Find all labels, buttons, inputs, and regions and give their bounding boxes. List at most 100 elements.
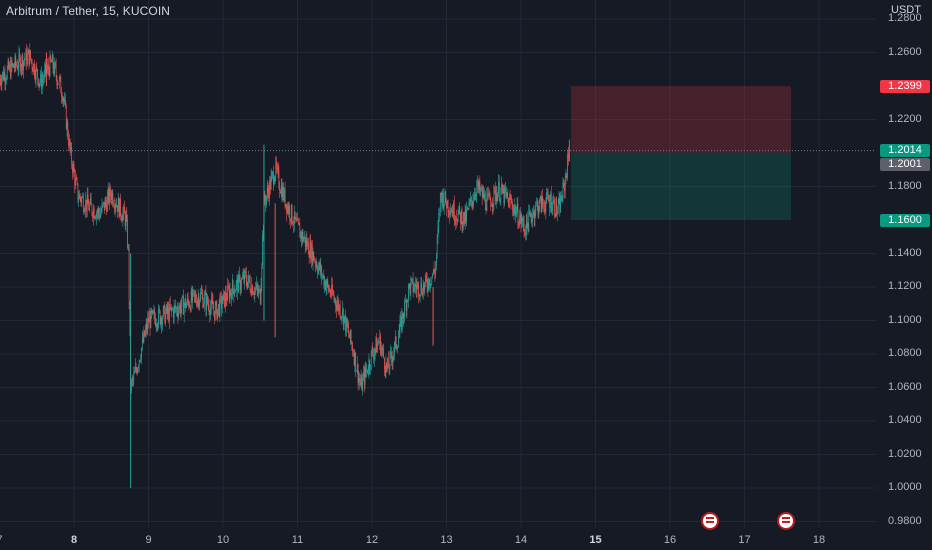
candle-body — [259, 289, 260, 290]
candle-body — [329, 289, 331, 295]
candle-body — [433, 269, 435, 273]
candle-body — [384, 368, 386, 374]
candle-body — [22, 56, 24, 71]
candle-body — [158, 308, 159, 325]
candle-body — [550, 193, 552, 211]
candle-body — [245, 273, 247, 283]
candle-body — [296, 218, 298, 222]
candle-body — [338, 300, 339, 311]
candle-body — [181, 297, 183, 307]
candle-body — [50, 55, 52, 61]
candle-body — [40, 74, 41, 83]
candle-body — [7, 61, 9, 69]
candle-body — [397, 347, 398, 348]
candle-body — [510, 198, 512, 203]
candle-body — [129, 301, 131, 334]
candle-body — [208, 305, 210, 313]
position-zones[interactable] — [571, 86, 791, 220]
candle-body — [262, 234, 263, 265]
candle-body — [0, 82, 2, 85]
candle-body — [540, 196, 542, 212]
candle-body — [411, 278, 412, 282]
candle-body — [205, 292, 207, 310]
us-event-flag-icon[interactable] — [701, 512, 719, 530]
candle-body — [546, 192, 547, 202]
candle-body — [32, 67, 34, 72]
candle-body — [493, 186, 495, 204]
candle-body — [238, 274, 239, 293]
candle-body — [1, 77, 3, 85]
candle-body — [75, 177, 76, 186]
candle-body — [11, 60, 13, 66]
candle-body — [512, 202, 513, 209]
take-profit-zone[interactable] — [571, 152, 791, 220]
candle-body — [505, 187, 506, 194]
candle-body — [74, 171, 76, 186]
candle-body — [444, 191, 446, 205]
symbol-title[interactable]: Arbitrum / Tether, 15, KUCOIN — [6, 4, 171, 18]
candle-body — [236, 278, 238, 283]
candle-body — [107, 196, 108, 212]
candle-body — [147, 318, 149, 330]
candle-body — [339, 305, 340, 311]
candle-body — [57, 83, 59, 86]
candle-body — [187, 297, 189, 302]
candle-body — [356, 370, 357, 372]
candle-body — [272, 172, 274, 174]
candle-body — [457, 220, 458, 222]
candle-body — [109, 187, 111, 203]
candle-body — [453, 202, 454, 217]
candle-body — [482, 190, 484, 198]
candle-body — [126, 214, 128, 220]
candle-body — [504, 187, 506, 204]
candle-body — [255, 288, 256, 289]
candle-body — [360, 381, 361, 386]
candle-body — [313, 251, 315, 261]
candle-body — [176, 307, 177, 310]
candle-body — [314, 260, 315, 262]
candle-body — [124, 213, 126, 226]
candle-body — [295, 218, 297, 220]
candle-body — [330, 294, 332, 296]
candle-body — [270, 176, 272, 190]
candle-body — [457, 212, 459, 222]
candle-body — [164, 305, 166, 324]
candle-body — [548, 200, 550, 201]
candle-body — [157, 324, 159, 328]
candle-body — [435, 265, 436, 276]
candle-body — [82, 196, 83, 198]
candle-body — [224, 291, 225, 307]
candle-body — [162, 318, 163, 326]
candle-body — [310, 242, 312, 261]
candle-body — [39, 82, 41, 84]
candle-body — [539, 199, 540, 210]
candle-body — [525, 232, 527, 236]
candle-body — [252, 293, 254, 295]
candle-body — [403, 317, 405, 319]
candle-body — [105, 199, 107, 204]
candle-body — [459, 205, 461, 212]
us-event-flag-icon[interactable] — [777, 512, 795, 530]
candle-body — [451, 210, 453, 213]
candle-body — [565, 175, 567, 178]
stop-loss-zone[interactable] — [571, 86, 791, 153]
candle-body — [429, 284, 431, 287]
candle-body — [290, 218, 291, 222]
candle-body — [259, 289, 261, 304]
candle-body — [13, 64, 14, 68]
candle-body — [450, 211, 452, 213]
candle-body — [427, 286, 429, 290]
candle-body — [193, 291, 195, 296]
candle-body — [336, 304, 338, 310]
candle-body — [201, 293, 203, 295]
candle-body — [114, 205, 116, 209]
candle-body — [478, 181, 480, 189]
candle-body — [291, 204, 293, 223]
candle-body — [422, 292, 423, 297]
candle-body — [156, 324, 158, 328]
currency-unit[interactable]: USDT — [891, 4, 921, 16]
candle-body — [172, 309, 174, 318]
candle-body — [20, 67, 22, 72]
candle-body — [529, 211, 530, 215]
